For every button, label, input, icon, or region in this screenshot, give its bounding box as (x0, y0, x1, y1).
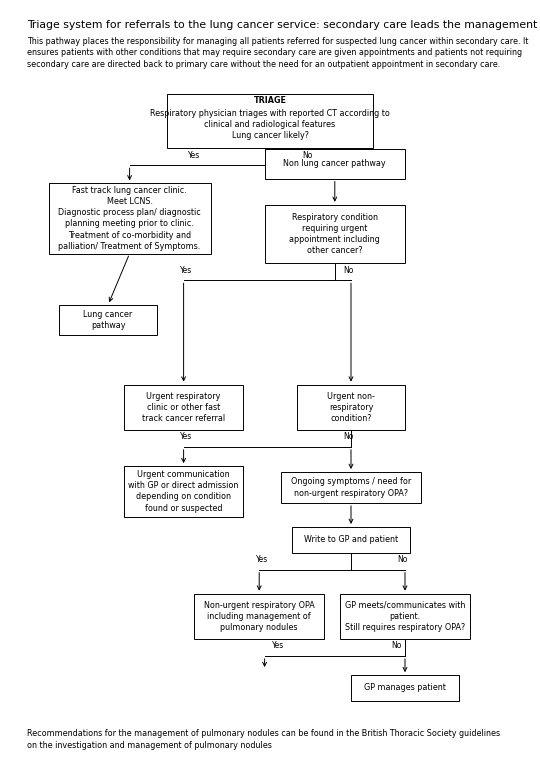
Text: Yes: Yes (180, 432, 192, 441)
Text: Yes: Yes (256, 555, 268, 564)
Text: GP meets/communicates with
patient.
Still requires respiratory OPA?: GP meets/communicates with patient. Stil… (345, 601, 465, 632)
Text: No: No (302, 151, 313, 160)
FancyBboxPatch shape (124, 385, 243, 430)
FancyBboxPatch shape (124, 466, 243, 516)
FancyBboxPatch shape (265, 149, 405, 179)
Text: Yes: Yes (272, 641, 284, 651)
FancyBboxPatch shape (351, 675, 459, 701)
Text: Ongoing symptoms / need for
non-urgent respiratory OPA?: Ongoing symptoms / need for non-urgent r… (291, 477, 411, 498)
FancyBboxPatch shape (167, 94, 373, 148)
FancyBboxPatch shape (297, 385, 405, 430)
Text: Respiratory condition
requiring urgent
appointment including
other cancer?: Respiratory condition requiring urgent a… (289, 213, 380, 255)
Text: Yes: Yes (180, 266, 192, 275)
Text: No: No (343, 432, 354, 441)
Text: Recommendations for the management of pulmonary nodules can be found in the Brit: Recommendations for the management of pu… (27, 729, 500, 750)
FancyBboxPatch shape (265, 204, 405, 264)
FancyBboxPatch shape (281, 472, 421, 503)
Text: Urgent communication
with GP or direct admission
depending on condition
found or: Urgent communication with GP or direct a… (129, 470, 239, 512)
Text: No: No (392, 641, 402, 651)
Text: GP manages patient: GP manages patient (364, 683, 446, 693)
Text: Triage system for referrals to the lung cancer service: secondary care leads the: Triage system for referrals to the lung … (27, 20, 540, 30)
Text: Respiratory physician triages with reported CT according to
clinical and radiolo: Respiratory physician triages with repor… (150, 109, 390, 140)
FancyBboxPatch shape (49, 183, 211, 254)
Text: Lung cancer
pathway: Lung cancer pathway (83, 310, 133, 330)
FancyBboxPatch shape (292, 527, 410, 552)
Text: No: No (343, 266, 354, 275)
Text: No: No (397, 555, 408, 564)
Text: Non-urgent respiratory OPA
including management of
pulmonary nodules: Non-urgent respiratory OPA including man… (204, 601, 315, 632)
Text: Non lung cancer pathway: Non lung cancer pathway (284, 159, 386, 168)
FancyBboxPatch shape (340, 594, 470, 639)
FancyBboxPatch shape (194, 594, 324, 639)
Text: This pathway places the responsibility for managing all patients referred for su: This pathway places the responsibility f… (27, 37, 528, 69)
Text: Write to GP and patient: Write to GP and patient (304, 535, 398, 544)
FancyBboxPatch shape (59, 305, 157, 335)
Text: TRIAGE: TRIAGE (254, 97, 286, 105)
Text: Urgent non-
respiratory
condition?: Urgent non- respiratory condition? (327, 392, 375, 423)
Text: Fast track lung cancer clinic.
Meet LCNS.
Diagnostic process plan/ diagnostic
pl: Fast track lung cancer clinic. Meet LCNS… (58, 186, 201, 250)
Text: Urgent respiratory
clinic or other fast
track cancer referral: Urgent respiratory clinic or other fast … (142, 392, 225, 423)
Text: Yes: Yes (188, 151, 200, 160)
